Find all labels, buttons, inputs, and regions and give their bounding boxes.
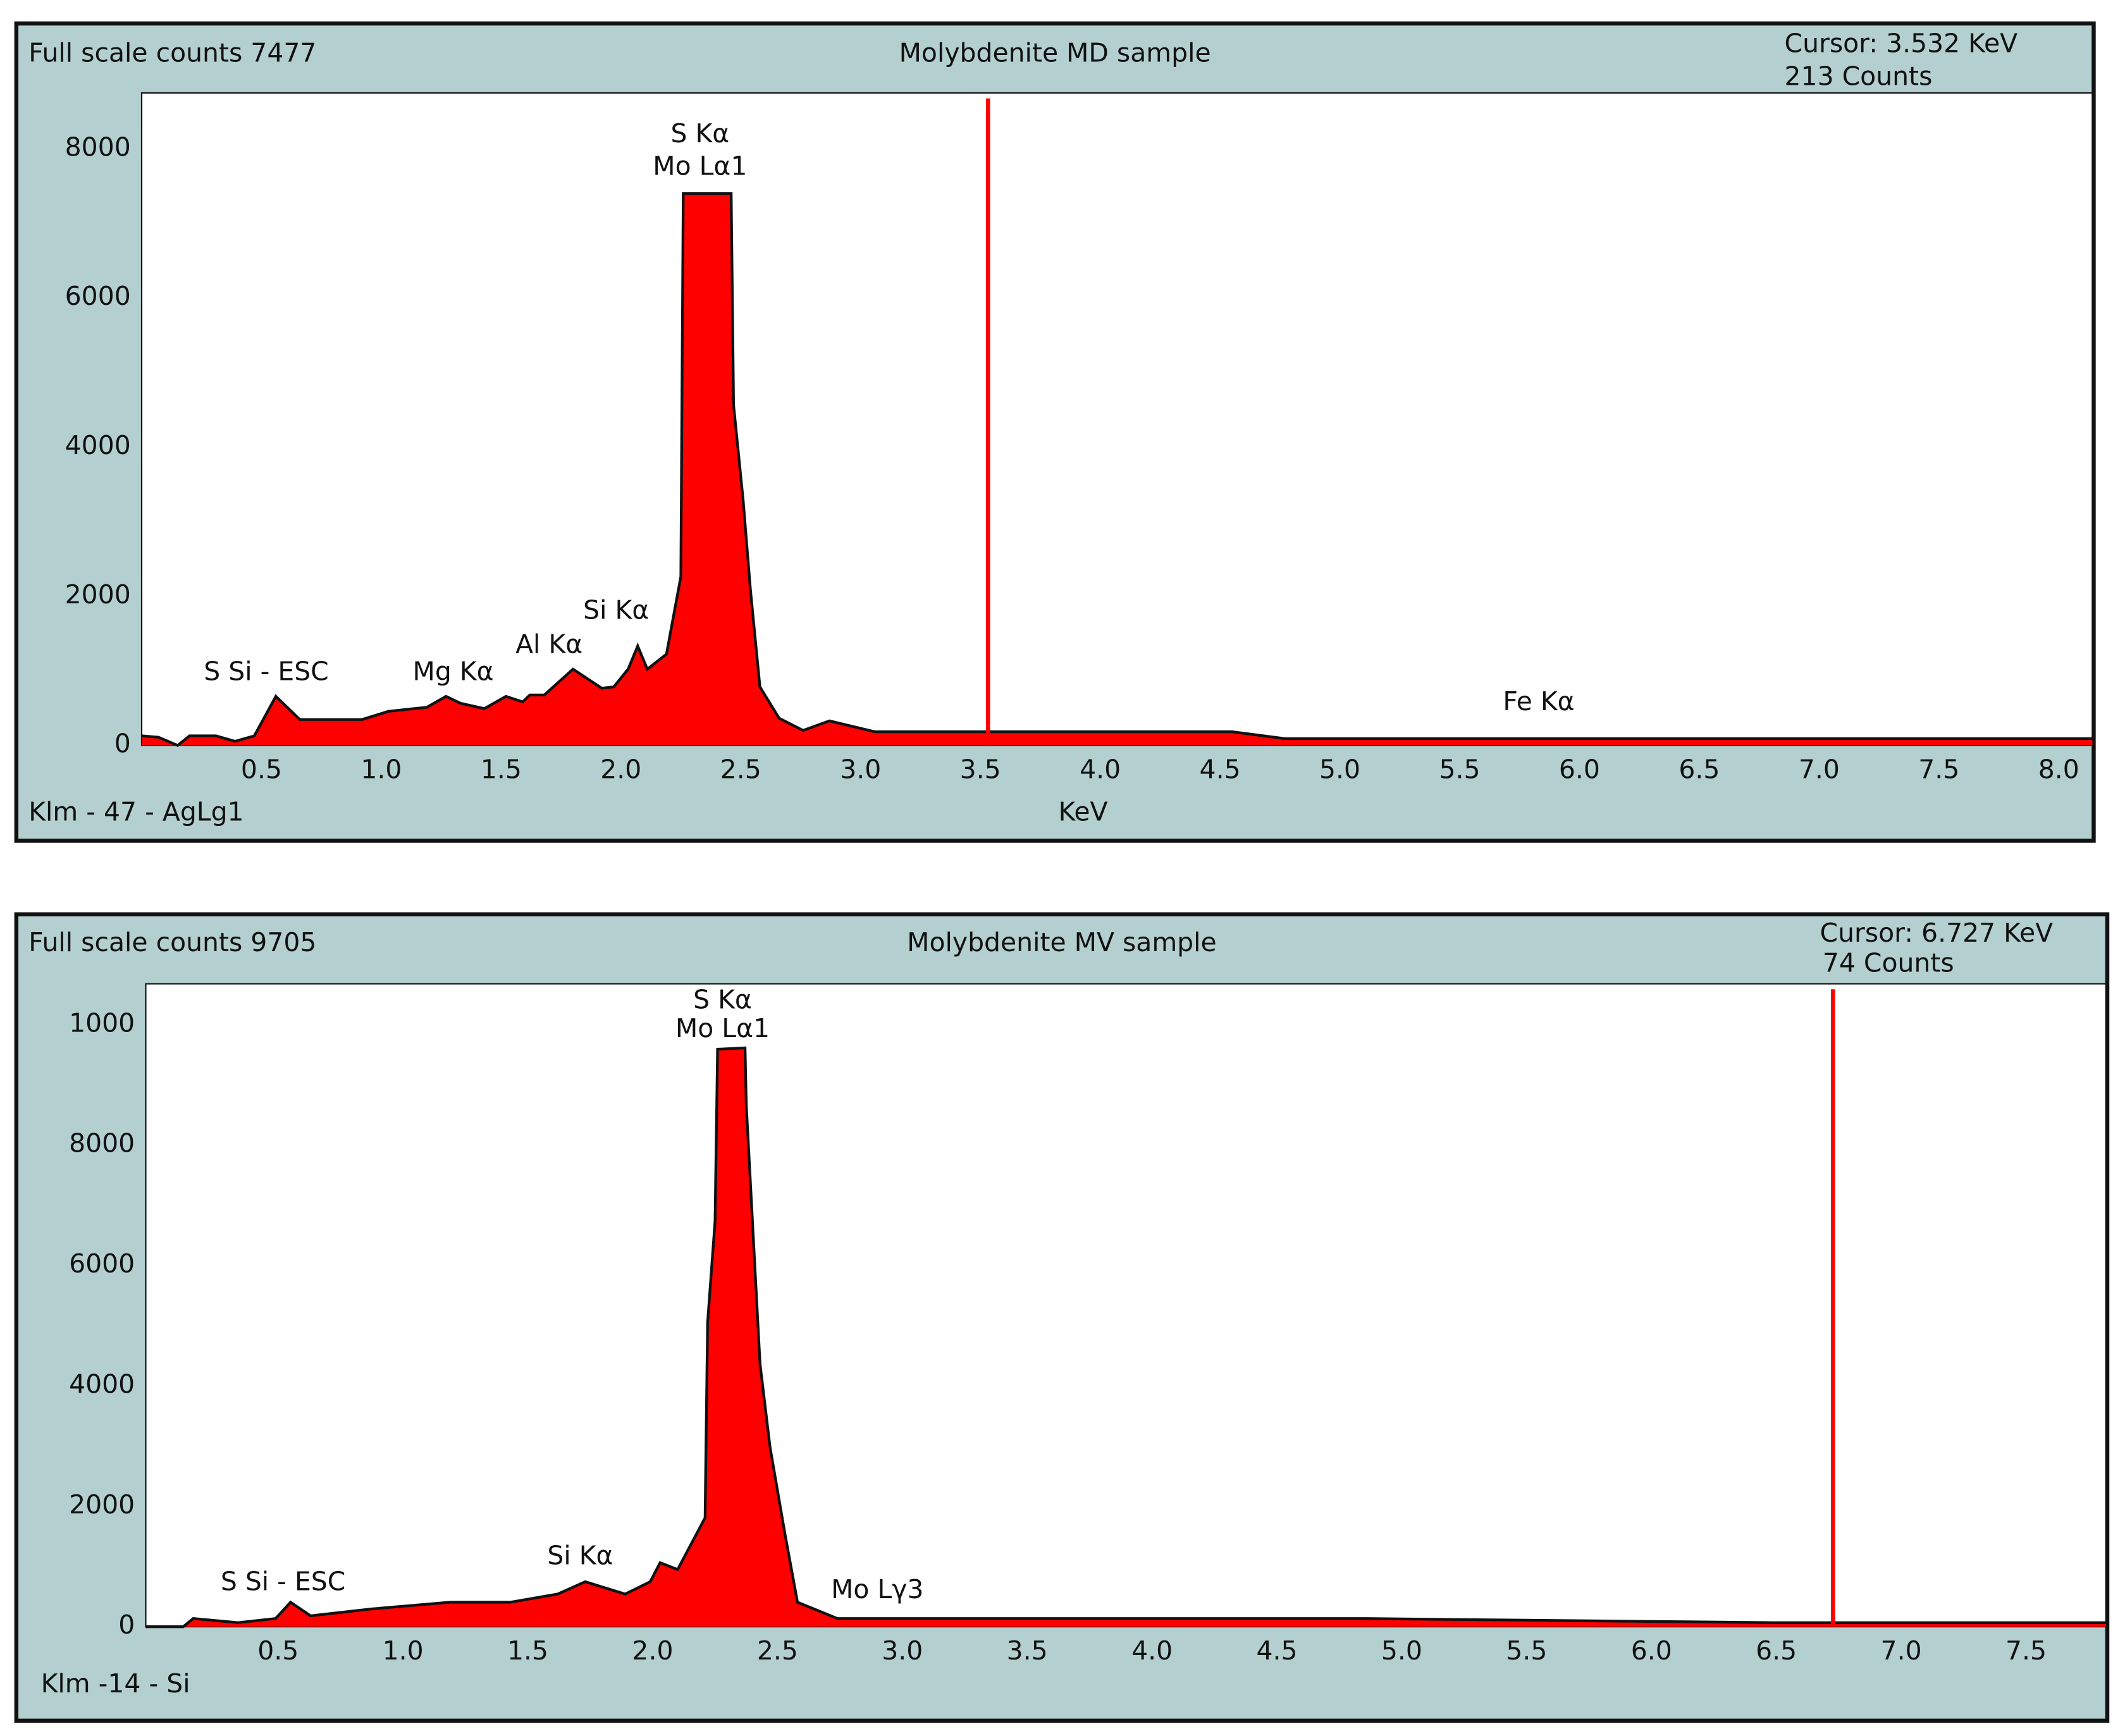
plot-area xyxy=(140,92,2093,746)
y-tick-label: 2000 xyxy=(69,1489,135,1520)
spectrum-line xyxy=(145,1046,2106,1628)
x-tick-label: 3.5 xyxy=(1007,1635,1048,1666)
x-tick-label: 4.5 xyxy=(1256,1635,1297,1666)
x-tick-label: 7.0 xyxy=(1799,754,1840,785)
peak-label: S Kα xyxy=(670,118,729,149)
x-tick-label: 6.5 xyxy=(1678,754,1720,785)
x-tick-label: 1.5 xyxy=(481,754,522,785)
peak-label: S Si - ESC xyxy=(204,656,328,687)
cursor-label: Cursor: 6.727 KeV xyxy=(1820,918,2054,948)
x-tick-label: 5.0 xyxy=(1381,1635,1422,1666)
x-tick-label: 8.0 xyxy=(2038,754,2079,785)
x-tick-label: 7.0 xyxy=(1881,1635,1922,1666)
x-tick-label: 1.0 xyxy=(383,1635,424,1666)
x-tick-label: 1.5 xyxy=(507,1635,548,1666)
cursor-label: Cursor: 3.532 KeV xyxy=(1785,28,2018,59)
x-axis-label: KeV xyxy=(1059,796,1108,827)
x-tick-label: 2.0 xyxy=(632,1635,673,1666)
x-tick-label: 2.5 xyxy=(757,1635,798,1666)
peak-label: Si Kα xyxy=(583,595,649,625)
y-tick-label: 2000 xyxy=(65,579,131,610)
y-tick-label: 8000 xyxy=(65,132,131,162)
x-tick-label: 3.0 xyxy=(840,754,881,785)
x-tick-label: 3.5 xyxy=(960,754,1001,785)
x-tick-label: 6.0 xyxy=(1559,754,1600,785)
y-tick-label: 6000 xyxy=(69,1248,135,1279)
footer-label: Klm -14 - Si xyxy=(41,1668,190,1699)
panel-title: Molybdenite MV sample xyxy=(907,927,1217,957)
y-tick-label: 4000 xyxy=(65,430,131,460)
full-scale-label: Full scale counts 9705 xyxy=(28,927,316,957)
peak-label: S Kα xyxy=(693,985,752,1015)
spectrum-panel: Full scale counts 9705 Molybdenite MV sam… xyxy=(14,912,2110,1723)
panel-title: Molybdenite MD sample xyxy=(899,38,1211,68)
y-tick-label: 6000 xyxy=(65,281,131,311)
peak-label: Si Kα xyxy=(547,1540,613,1570)
y-tick-label: 4000 xyxy=(69,1369,135,1399)
peak-label: Mo Lγ3 xyxy=(831,1574,923,1604)
x-tick-label: 7.5 xyxy=(1918,754,1959,785)
peak-label: S Si - ESC xyxy=(221,1566,345,1596)
x-tick-label: 5.0 xyxy=(1319,754,1360,785)
peak-label: Al Kα xyxy=(515,629,582,659)
x-tick-label: 1.0 xyxy=(360,754,402,785)
x-tick-label: 5.5 xyxy=(1506,1635,1547,1666)
x-tick-label: 0.5 xyxy=(257,1635,299,1666)
x-tick-label: 3.0 xyxy=(882,1635,923,1666)
x-tick-label: 5.5 xyxy=(1439,754,1480,785)
x-tick-label: 6.0 xyxy=(1631,1635,1672,1666)
x-tick-label: 4.0 xyxy=(1080,754,1121,785)
counts-label: 213 Counts xyxy=(1785,61,1933,91)
spectrum-line xyxy=(141,192,2093,748)
x-tick-label: 2.0 xyxy=(600,754,641,785)
x-tick-label: 7.5 xyxy=(2005,1635,2047,1666)
peak-label: Fe Kα xyxy=(1503,686,1574,717)
x-tick-label: 2.5 xyxy=(720,754,761,785)
peak-label: Mo Lα1 xyxy=(653,151,747,182)
x-tick-label: 4.5 xyxy=(1200,754,1241,785)
spectrum-panel: Full scale counts 7477 Molybdenite MD sam… xyxy=(14,21,2096,843)
x-tick-label: 0.5 xyxy=(241,754,282,785)
peak-label: Mg Kα xyxy=(413,656,494,687)
x-tick-label: 4.0 xyxy=(1131,1635,1173,1666)
footer-label: Klm - 47 - AgLg1 xyxy=(28,796,243,827)
counts-label: 74 Counts xyxy=(1823,947,1954,978)
full-scale-label: Full scale counts 7477 xyxy=(28,38,316,68)
y-tick-label: 0 xyxy=(118,1610,135,1640)
y-tick-label: 0 xyxy=(114,729,131,759)
plot-area xyxy=(145,983,2107,1628)
x-tick-label: 6.5 xyxy=(1756,1635,1797,1666)
y-tick-label: 8000 xyxy=(69,1128,135,1159)
peak-label: Mo Lα1 xyxy=(675,1013,770,1043)
y-tick-label: 1000 xyxy=(69,1007,135,1038)
